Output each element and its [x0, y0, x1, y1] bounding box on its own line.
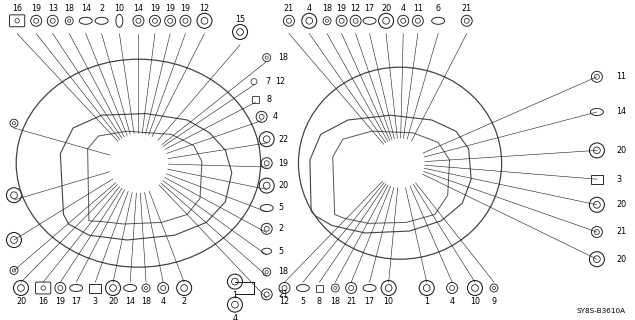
Text: 20: 20 [616, 146, 626, 155]
Text: 18: 18 [330, 297, 340, 306]
Text: 12: 12 [279, 297, 290, 306]
Text: 20: 20 [278, 181, 288, 190]
Text: 11: 11 [413, 4, 423, 13]
Text: 2: 2 [278, 224, 283, 233]
Text: 11: 11 [616, 72, 626, 81]
Text: 20: 20 [616, 255, 626, 264]
Text: 20: 20 [16, 297, 26, 306]
Text: 21: 21 [278, 290, 288, 299]
Text: 18: 18 [322, 4, 332, 13]
Text: 20: 20 [381, 4, 391, 13]
Text: 9: 9 [491, 297, 497, 306]
Text: 20: 20 [616, 200, 626, 209]
Text: 14: 14 [125, 297, 135, 306]
Text: 18: 18 [278, 53, 288, 62]
Text: 2: 2 [99, 4, 104, 13]
Text: 10: 10 [114, 4, 124, 13]
Text: 13: 13 [48, 4, 58, 13]
Text: 4: 4 [161, 297, 166, 306]
Text: 1: 1 [232, 291, 237, 300]
Text: 21: 21 [462, 4, 472, 13]
Text: 16: 16 [12, 4, 22, 13]
Text: 6: 6 [436, 4, 441, 13]
Text: 14: 14 [81, 4, 91, 13]
Text: 21: 21 [346, 297, 356, 306]
Text: 12: 12 [351, 4, 361, 13]
Text: 19: 19 [31, 4, 41, 13]
Text: 19: 19 [180, 4, 190, 13]
Text: 14: 14 [616, 108, 626, 116]
Text: 12: 12 [199, 4, 210, 13]
Text: 17: 17 [71, 297, 81, 306]
Text: 5: 5 [278, 204, 283, 212]
Text: 4: 4 [450, 297, 455, 306]
Text: 4: 4 [401, 4, 406, 13]
Text: 4: 4 [307, 4, 312, 13]
Text: 8: 8 [317, 297, 322, 306]
Text: 20: 20 [108, 297, 118, 306]
Text: 4: 4 [273, 112, 278, 121]
Text: 19: 19 [55, 297, 65, 306]
Text: 19: 19 [278, 159, 288, 168]
Text: 17: 17 [364, 297, 375, 306]
Text: 21: 21 [616, 228, 626, 236]
Text: 10: 10 [470, 297, 480, 306]
Text: 14: 14 [133, 4, 144, 13]
Text: 19: 19 [337, 4, 347, 13]
Text: 2: 2 [182, 297, 187, 306]
Text: 18: 18 [278, 268, 288, 276]
Text: 4: 4 [232, 314, 237, 320]
Text: 19: 19 [165, 4, 175, 13]
Text: 5: 5 [300, 297, 305, 306]
Text: 16: 16 [38, 297, 48, 306]
Text: 10: 10 [384, 297, 394, 306]
Text: 3: 3 [616, 175, 621, 184]
Text: 8: 8 [267, 95, 272, 104]
Text: 1: 1 [424, 297, 429, 306]
Text: 21: 21 [284, 4, 294, 13]
Text: 15: 15 [235, 15, 245, 24]
Text: SY8S-B3610A: SY8S-B3610A [577, 308, 625, 314]
Text: 12: 12 [275, 77, 285, 86]
Text: 22: 22 [278, 135, 288, 144]
Text: 5: 5 [278, 247, 283, 256]
Text: 7: 7 [265, 77, 271, 86]
Text: 17: 17 [364, 4, 375, 13]
Text: 18: 18 [141, 297, 151, 306]
Text: 19: 19 [150, 4, 160, 13]
Text: 18: 18 [64, 4, 74, 13]
Text: 3: 3 [93, 297, 98, 306]
